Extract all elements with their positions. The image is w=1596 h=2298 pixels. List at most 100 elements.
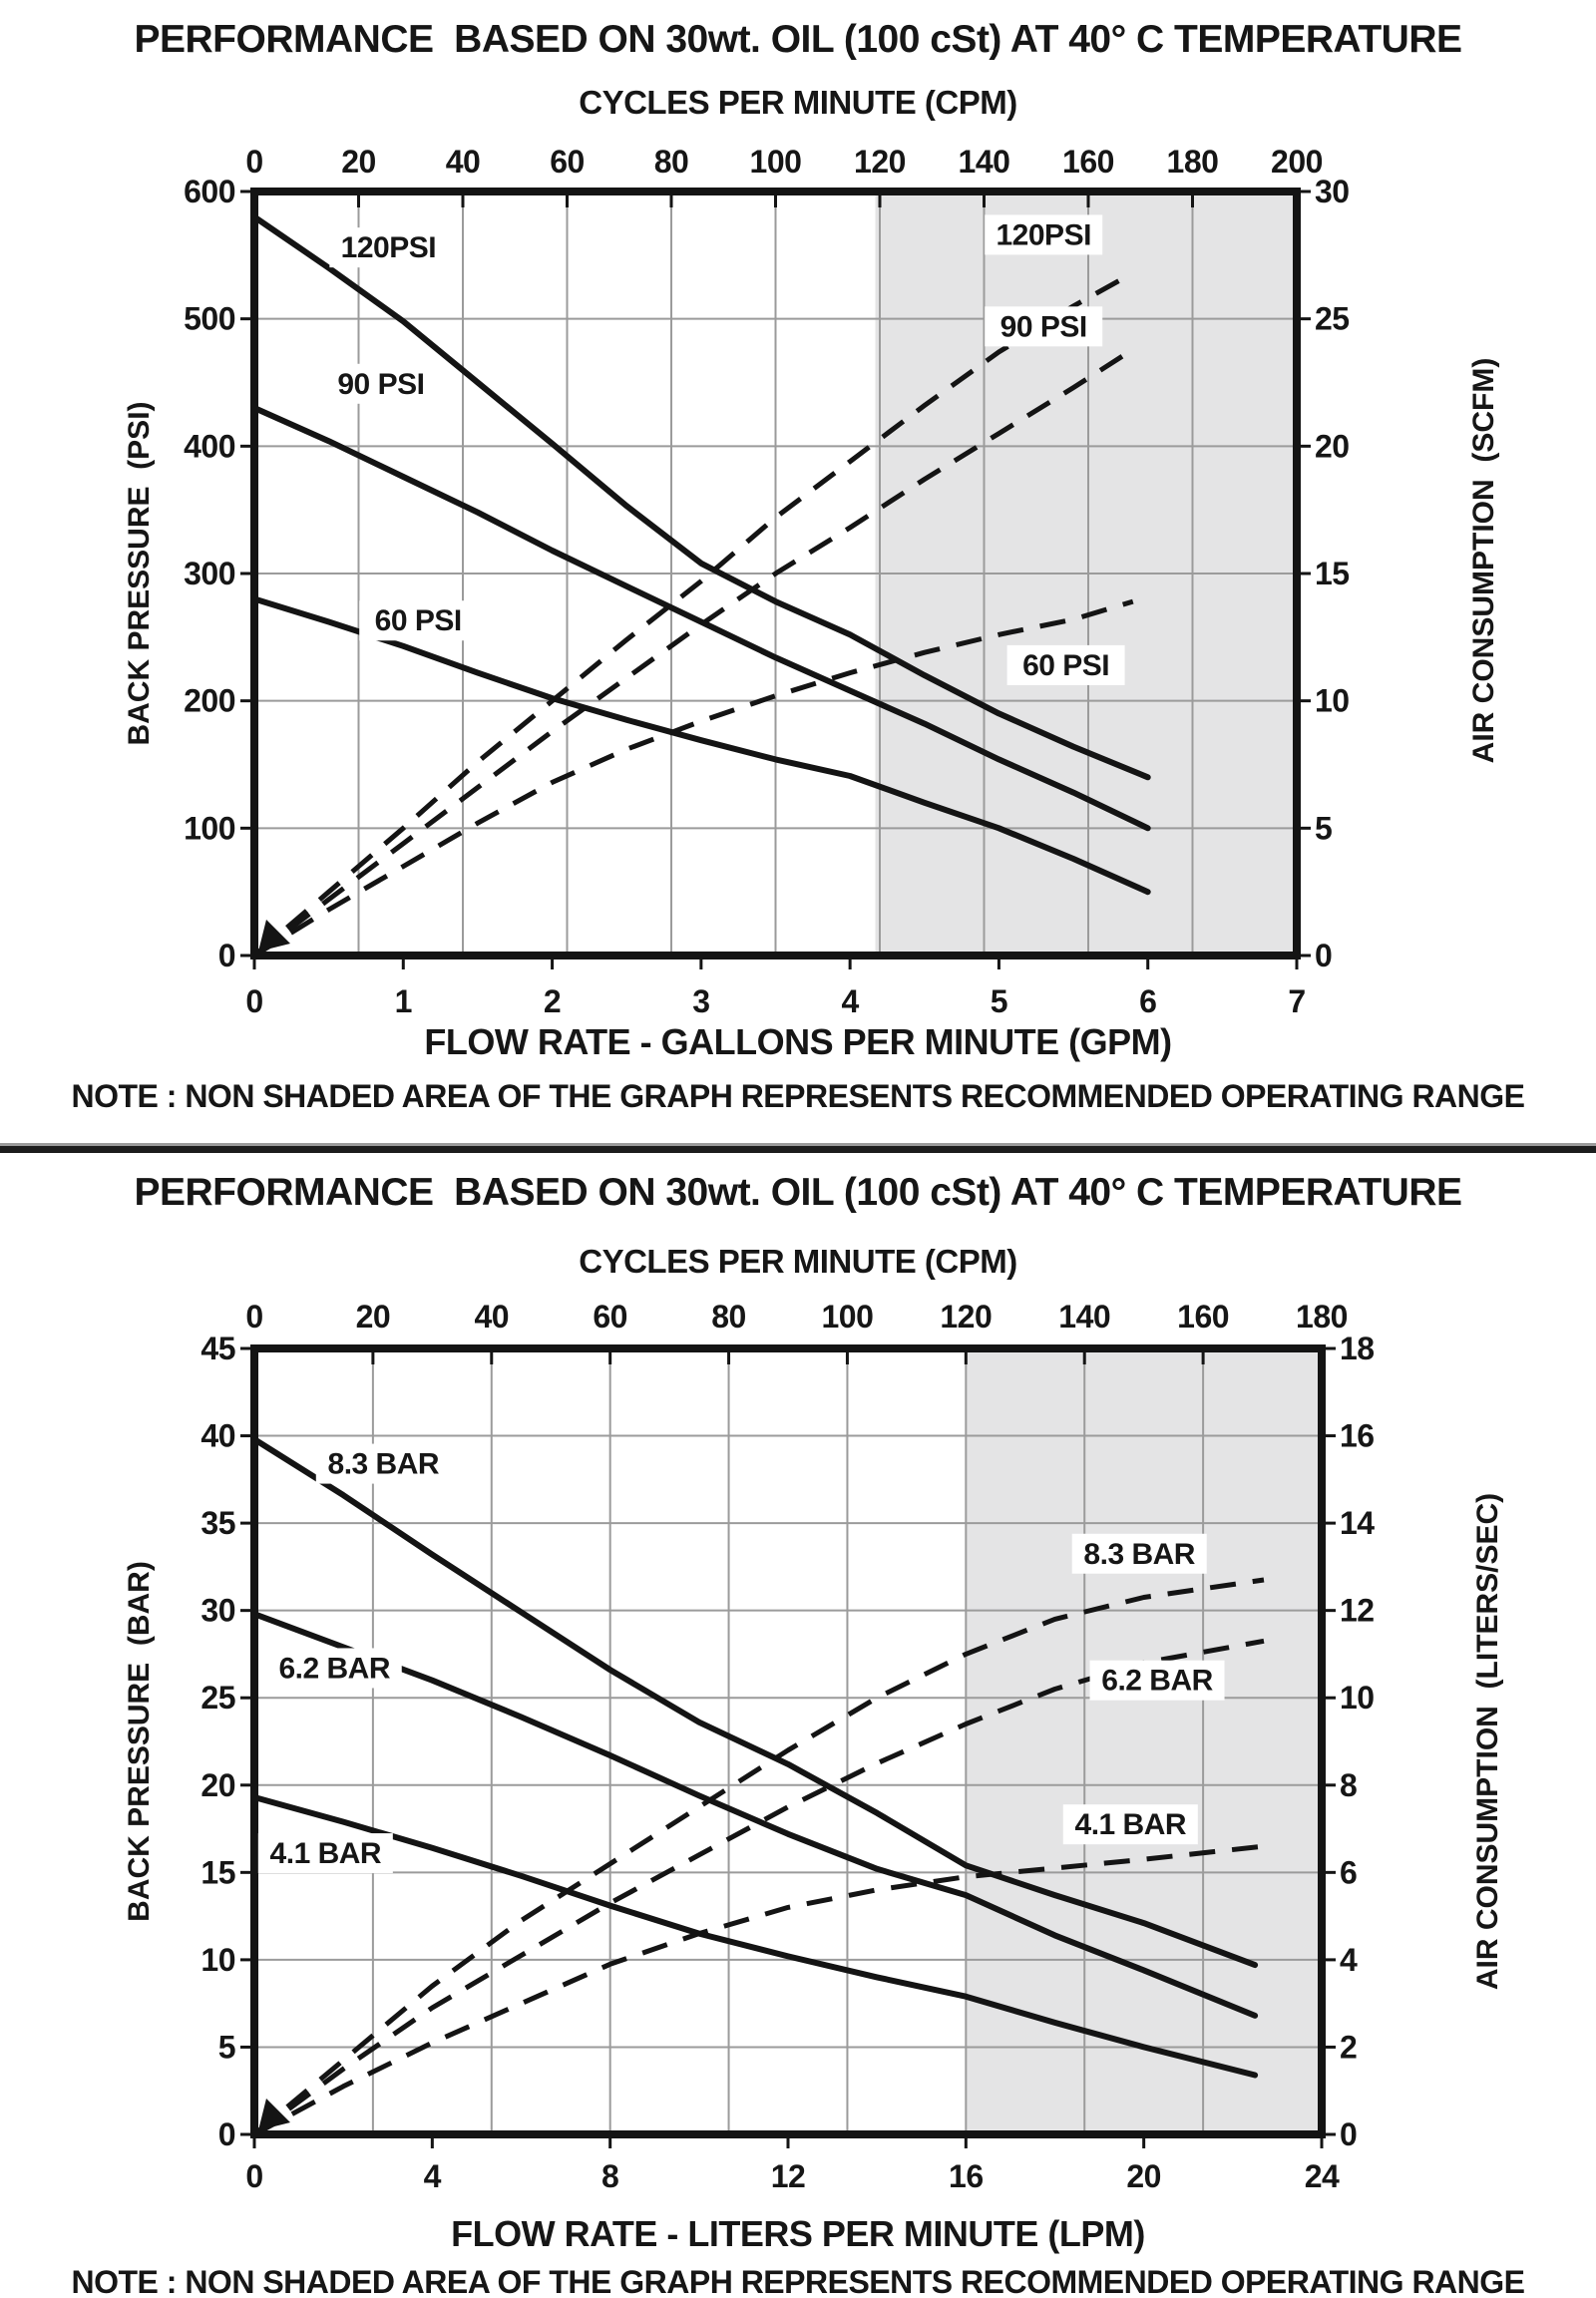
series-label: 6.2 BAR <box>278 1652 390 1685</box>
left-axis-tick-label: 400 <box>184 428 235 464</box>
top-axis-tick-label: 100 <box>750 144 802 180</box>
x-axis-title: FLOW RATE - GALLONS PER MINUTE (GPM) <box>424 1021 1172 1062</box>
section-divider <box>0 1143 1596 1153</box>
right-axis-tick-label: 15 <box>1315 556 1350 591</box>
top-axis-tick-label: 40 <box>474 1299 509 1335</box>
top-axis-tick-label: 200 <box>1271 144 1323 180</box>
left-axis-tick-label: 200 <box>184 683 235 719</box>
curve-dashed-90-PSI <box>252 347 1135 958</box>
x-axis-tick-label: 12 <box>771 2158 806 2194</box>
left-axis-tick-label: 20 <box>200 1767 235 1803</box>
x-axis-tick-label: 4 <box>424 2158 442 2194</box>
right-axis-tick-label: 12 <box>1340 1593 1375 1629</box>
series-label: 6.2 BAR <box>1101 1665 1213 1698</box>
x-axis-tick-label: 7 <box>1288 983 1305 1019</box>
top-axis-tick-label: 20 <box>356 1299 391 1335</box>
right-axis-tick-label: 25 <box>1315 301 1350 337</box>
left-axis-tick-label: 100 <box>184 810 235 846</box>
series-label: 90 PSI <box>1000 310 1087 343</box>
top-axis-title: CYCLES PER MINUTE (CPM) <box>579 1243 1017 1280</box>
curve-dashed-120PSI <box>252 270 1135 958</box>
x-axis-tick-label: 0 <box>245 2158 262 2194</box>
left-axis-tick-label: 35 <box>200 1505 235 1541</box>
right-axis-tick-label: 0 <box>1315 938 1332 973</box>
x-axis-tick-label: 8 <box>601 2158 618 2194</box>
top-axis-tick-label: 180 <box>1167 144 1219 180</box>
right-axis-tick-label: 4 <box>1340 1942 1358 1978</box>
x-axis-tick-label: 4 <box>841 983 859 1019</box>
left-axis-tick-label: 0 <box>218 2116 235 2152</box>
x-axis-tick-label: 16 <box>949 2158 984 2194</box>
note-text: NOTE : NON SHADED AREA OF THE GRAPH REPR… <box>71 1078 1525 1114</box>
x-axis-tick-label: 2 <box>544 983 561 1019</box>
series-label-box <box>315 1443 451 1484</box>
shaded-operating-region <box>966 1348 1322 2134</box>
x-axis-tick-label: 24 <box>1305 2158 1340 2194</box>
left-axis-tick-label: 5 <box>218 2029 235 2065</box>
x-axis-tick-label: 20 <box>1126 2158 1161 2194</box>
right-axis-tick-label: 16 <box>1340 1418 1375 1454</box>
top-axis-tick-label: 160 <box>1177 1299 1229 1335</box>
top-axis-tick-label: 20 <box>341 144 376 180</box>
series-label-box <box>257 1833 393 1874</box>
left-axis-tick-label: 25 <box>200 1680 235 1716</box>
x-axis-tick-label: 1 <box>395 983 412 1019</box>
left-axis-tick-label: 500 <box>184 301 235 337</box>
curve-solid-4.1-BAR <box>251 1794 1259 2079</box>
note-text: NOTE : NON SHADED AREA OF THE GRAPH REPR… <box>71 2264 1525 2298</box>
series-label-box <box>1089 1660 1225 1701</box>
right-axis-tick-label: 18 <box>1340 1331 1375 1366</box>
top-axis-tick-label: 160 <box>1062 144 1114 180</box>
series-label: 4.1 BAR <box>270 1837 382 1870</box>
series-label-box <box>985 306 1103 347</box>
series-label: 8.3 BAR <box>1083 1538 1195 1571</box>
chart-title: PERFORMANCE BASED ON 30wt. OIL (100 cSt)… <box>134 1171 1462 1214</box>
top-axis-tick-label: 140 <box>1058 1299 1110 1335</box>
curve-solid-90-PSI <box>251 405 1151 832</box>
series-label: 120PSI <box>997 218 1091 251</box>
series-label: 8.3 BAR <box>328 1448 440 1481</box>
right-axis-tick-label: 10 <box>1315 683 1350 719</box>
curve-solid-60-PSI <box>251 595 1151 896</box>
right-axis-tick-label: 5 <box>1315 810 1332 846</box>
top-axis-tick-label: 0 <box>245 1299 262 1335</box>
series-label-box <box>1006 644 1125 685</box>
origin-arrow <box>258 920 290 952</box>
x-axis-tick-label: 5 <box>991 983 1007 1019</box>
left-axis-tick-label: 600 <box>184 174 235 209</box>
top-axis-tick-label: 100 <box>821 1299 873 1335</box>
x-axis-tick-label: 0 <box>245 983 262 1019</box>
x-axis-tick-label: 6 <box>1139 983 1156 1019</box>
series-label: 120PSI <box>341 231 436 264</box>
top-axis-tick-label: 60 <box>550 144 585 180</box>
right-axis-tick-label: 2 <box>1340 2029 1357 2065</box>
series-label-box <box>985 214 1103 255</box>
top-axis-tick-label: 80 <box>711 1299 746 1335</box>
series-label-box <box>321 363 440 404</box>
top-axis-tick-label: 80 <box>654 144 689 180</box>
series-label: 60 PSI <box>375 604 462 637</box>
left-axis-tick-label: 15 <box>200 1854 235 1890</box>
curve-solid-6.2-BAR <box>251 1611 1259 2019</box>
right-axis-tick-label: 6 <box>1340 1854 1357 1890</box>
right-axis-tick-label: 14 <box>1340 1505 1375 1541</box>
series-label-box <box>266 1648 402 1689</box>
top-axis-tick-label: 60 <box>593 1299 627 1335</box>
series-label-box <box>329 227 448 268</box>
chart-section-psi: PERFORMANCE BASED ON 30wt. OIL (100 cSt)… <box>0 0 1596 1143</box>
chart-title: PERFORMANCE BASED ON 30wt. OIL (100 cSt)… <box>134 18 1462 61</box>
right-axis-tick-label: 0 <box>1340 2116 1357 2152</box>
left-axis-tick-label: 10 <box>200 1942 235 1978</box>
top-axis-tick-label: 140 <box>959 144 1010 180</box>
top-axis-tick-label: 40 <box>446 144 481 180</box>
top-axis-tick-label: 0 <box>245 144 262 180</box>
curve-dashed-60-PSI <box>252 598 1134 958</box>
x-axis-tick-label: 3 <box>692 983 709 1019</box>
series-label-box <box>359 600 478 641</box>
x-axis-title: FLOW RATE - LITERS PER MINUTE (LPM) <box>451 2213 1145 2254</box>
series-label: 90 PSI <box>337 368 424 401</box>
left-axis-tick-label: 40 <box>200 1418 235 1454</box>
